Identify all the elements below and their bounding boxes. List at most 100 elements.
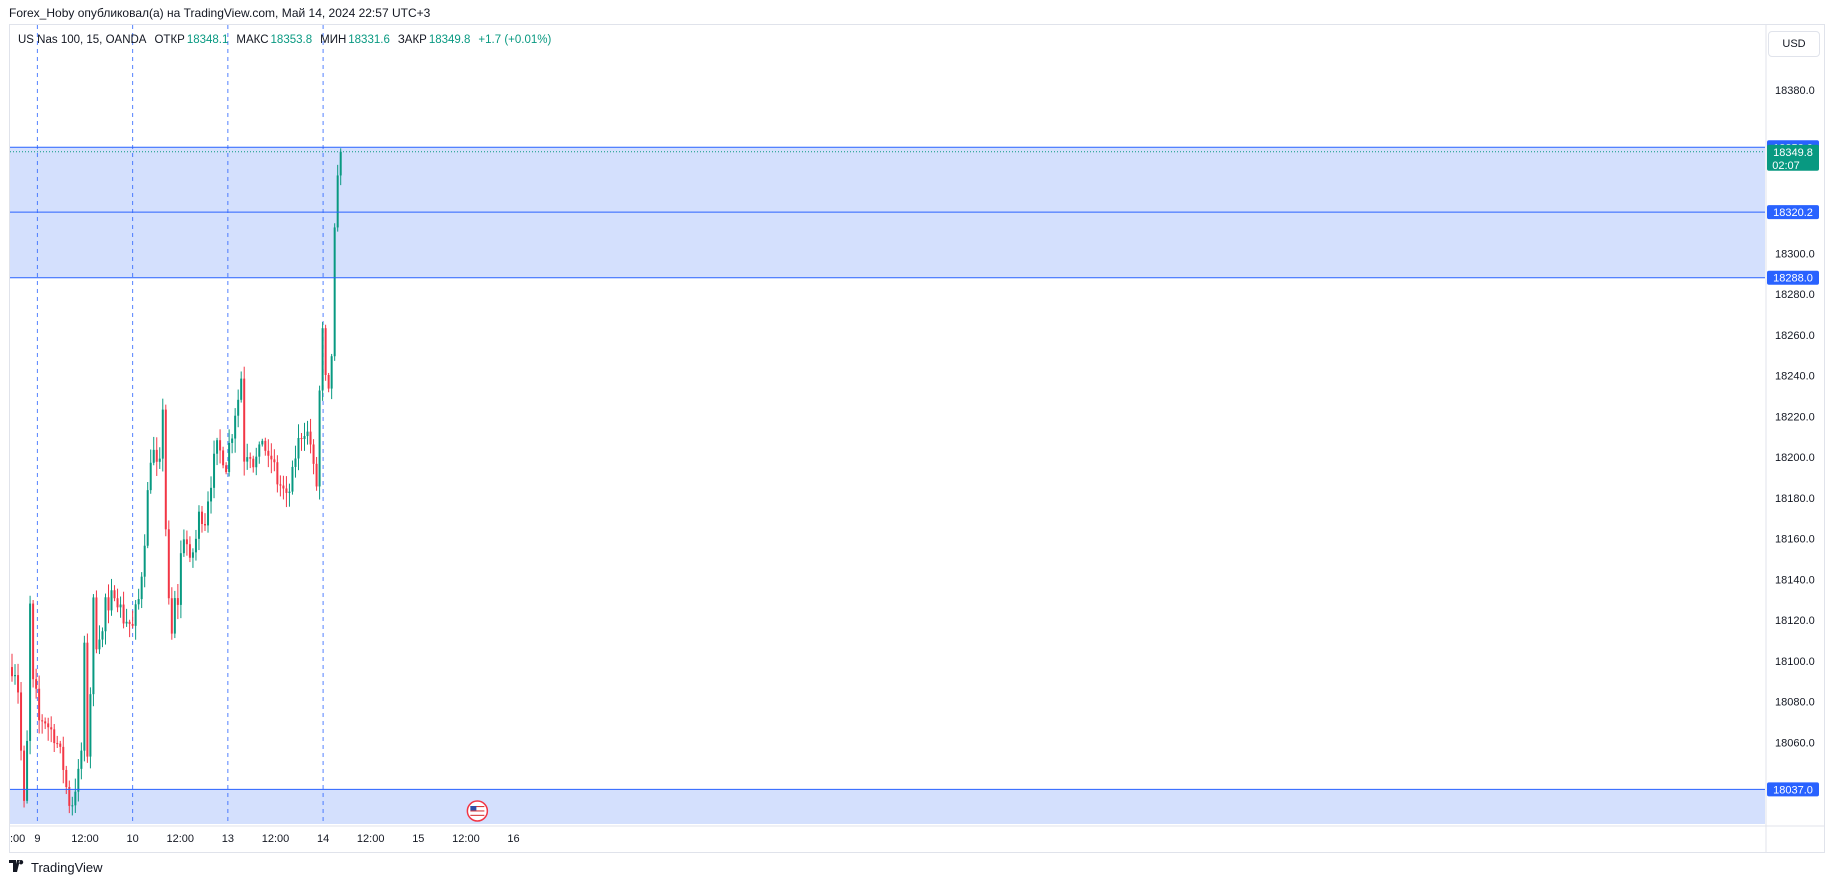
x-tick-label: 12:00 <box>71 833 99 845</box>
candle-body <box>294 458 297 467</box>
candle-body <box>65 769 68 788</box>
candle-body <box>29 603 32 741</box>
x-tick-label: 12:00 <box>357 833 385 845</box>
level-price-tag <box>1767 270 1819 285</box>
us-flag-canton <box>470 806 477 811</box>
candle-body <box>309 431 312 445</box>
candle-body <box>143 545 146 577</box>
y-tick-label: 18080.0 <box>1775 697 1815 709</box>
symbol-name[interactable]: US Nas 100, 15, OANDA <box>18 34 147 46</box>
y-tick-label: 18120.0 <box>1775 615 1815 627</box>
candle-body <box>291 466 294 492</box>
candle-body <box>318 390 321 487</box>
candle-body <box>86 642 89 757</box>
close-value: 18349.8 <box>428 34 471 46</box>
candle-body <box>26 740 29 801</box>
candle-body <box>134 604 137 626</box>
candle-body <box>92 597 95 695</box>
candle-body <box>155 449 158 462</box>
level-price-label: 18288.0 <box>1773 273 1813 285</box>
y-tick-label: 18220.0 <box>1775 411 1815 423</box>
countdown-label: 02:07 <box>1772 160 1800 172</box>
candle-body <box>330 356 333 389</box>
candle-body <box>173 598 176 634</box>
candle-body <box>288 491 291 493</box>
candle-body <box>264 440 267 451</box>
x-tick-label: 15 <box>412 833 424 845</box>
publish-info: Forex_Hoby опубликовал(а) на TradingView… <box>9 6 431 20</box>
candle-body <box>62 746 65 770</box>
y-tick-label: 18280.0 <box>1775 289 1815 301</box>
candle-body <box>324 328 327 376</box>
us-flag-stripe <box>470 806 485 808</box>
candle-body <box>110 590 113 611</box>
y-tick-label: 18380.0 <box>1775 85 1815 97</box>
candle-body <box>113 590 116 599</box>
level-price-label: 18320.2 <box>1773 207 1813 219</box>
candle-body <box>306 431 309 437</box>
change-value: +1.7 (+0.01%) <box>478 34 552 46</box>
candle-body <box>210 487 213 502</box>
us-flag-stripe <box>470 808 485 810</box>
candle-body <box>240 378 243 400</box>
candle-body <box>258 444 261 457</box>
candle-body <box>303 436 306 440</box>
candle-body <box>249 457 252 459</box>
candle-body <box>231 438 234 443</box>
candle-body <box>32 603 35 680</box>
candle-body <box>152 449 155 463</box>
level-price-tag <box>1767 205 1819 220</box>
currency-button[interactable]: USD <box>1768 31 1820 57</box>
candle-body <box>185 539 188 545</box>
low-label: МИН <box>320 34 347 46</box>
candle-body <box>56 743 59 745</box>
y-tick-label: 18180.0 <box>1775 493 1815 505</box>
candle-body <box>77 768 80 792</box>
candle-body <box>80 750 83 769</box>
candle-body <box>83 642 86 751</box>
candle-body <box>237 399 240 416</box>
candle-body <box>164 409 167 530</box>
y-tick-label: 18240.0 <box>1775 371 1815 383</box>
candle-body <box>228 442 231 473</box>
candle-body <box>158 458 161 462</box>
candle-body <box>128 621 131 624</box>
us-flag-icon[interactable] <box>466 800 489 822</box>
candle-body <box>216 440 219 454</box>
candle-body <box>234 415 237 439</box>
close-label: ЗАКР <box>397 34 427 46</box>
candle-body <box>167 529 170 599</box>
candle-body <box>252 458 255 468</box>
last-price-label: 18349.8 <box>1773 147 1813 159</box>
us-flag-stripe <box>470 814 485 816</box>
y-tick-label: 18200.0 <box>1775 452 1815 464</box>
candle-body <box>161 409 164 459</box>
candle-body <box>207 501 210 526</box>
x-tick-label: 12:00 <box>166 833 194 845</box>
candle-body <box>279 484 282 486</box>
low-value: 18331.6 <box>348 34 390 46</box>
footer-brand[interactable]: TradingView <box>9 859 103 875</box>
candle-body <box>137 599 140 605</box>
tradingview-logo-icon <box>9 859 27 875</box>
candle-body <box>194 538 197 553</box>
candle-body <box>276 462 279 485</box>
symbol-legend: US Nas 100, 15, OANDA ОТКР 18348.1 МАКС … <box>18 34 559 46</box>
candle-body <box>321 328 324 391</box>
candle-body <box>104 597 107 632</box>
level-price-label: 18037.0 <box>1773 784 1813 796</box>
candle-body <box>176 598 179 605</box>
y-tick-label: 18300.0 <box>1775 248 1815 260</box>
candle-body <box>47 723 50 728</box>
x-tick-label: 13 <box>222 833 234 845</box>
candle-body <box>170 598 173 634</box>
candle-body <box>20 692 23 751</box>
zone-rectangle[interactable] <box>10 789 1765 824</box>
candle-body <box>140 576 143 600</box>
candle-body <box>213 453 216 488</box>
open-label: ОТКР <box>154 34 185 46</box>
candle-body <box>261 440 264 445</box>
last-price-tag <box>1767 144 1819 171</box>
candle-body <box>200 511 203 524</box>
